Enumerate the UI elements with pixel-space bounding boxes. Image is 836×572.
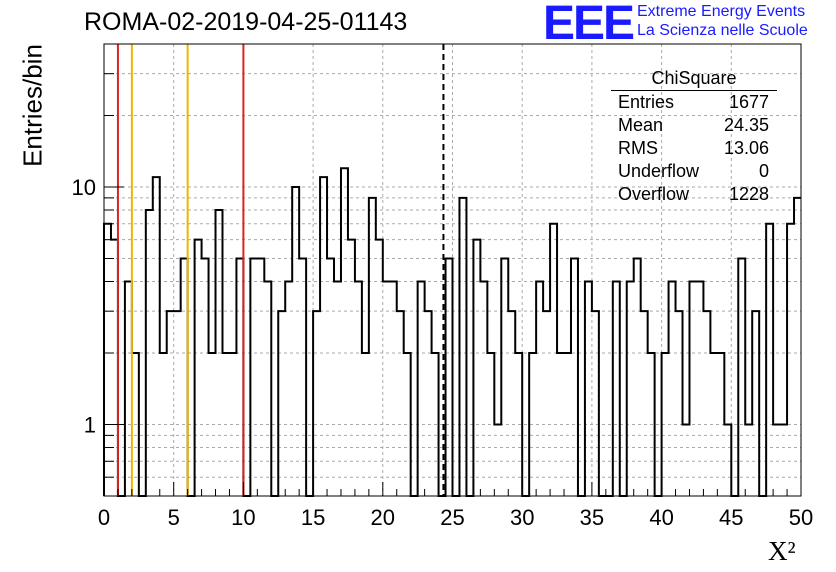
y-tick-label: 10 [72,175,96,200]
stats-value: 24.35 [723,115,769,135]
stats-value: 0 [758,161,769,181]
histogram-series [103,167,801,497]
x-tick-label: 50 [789,505,813,530]
y-tick-label: 1 [84,413,96,438]
x-tick-label: 15 [301,505,325,530]
stats-value: 1228 [728,184,769,204]
stats-label: RMS [618,138,658,158]
x-tick-label: 10 [231,505,255,530]
eee-logo: EEE [543,0,635,50]
stats-value: 1677 [728,92,769,112]
stats-box: ChiSquare Entries 1677 Mean 24.35 RMS 13… [611,66,777,206]
stats-label: Entries [618,92,675,112]
stats-label: Underflow [618,161,700,181]
x-tick-label: 20 [371,505,395,530]
stats-title: ChiSquare [611,66,777,91]
project-line-2: La Scienza nelle Scuole [637,22,808,39]
stats-row-overflow: Overflow 1228 [611,183,777,206]
x-axis-label: X² [768,536,796,566]
stats-row-mean: Mean 24.35 [611,114,777,137]
stats-row-entries: Entries 1677 [611,91,777,114]
project-name: Extreme Energy Events La Scienza nelle S… [637,2,808,40]
x-tick-label: 0 [98,505,110,530]
project-line-1: Extreme Energy Events [637,3,806,20]
stats-row-rms: RMS 13.06 [611,137,777,160]
stats-value: 13.06 [723,138,769,158]
x-tick-label: 40 [649,505,673,530]
stats-label: Mean [618,115,664,135]
x-tick-label: 30 [510,505,534,530]
y-axis-label: Entries/bin [17,44,48,167]
chart-title: ROMA-02-2019-04-25-01143 [84,8,408,36]
x-tick-label: 25 [440,505,464,530]
x-tick-label: 45 [719,505,743,530]
stats-label: Overflow [618,184,690,204]
x-tick-label: 5 [168,505,180,530]
x-tick-label: 35 [580,505,604,530]
stats-row-underflow: Underflow 0 [611,160,777,183]
